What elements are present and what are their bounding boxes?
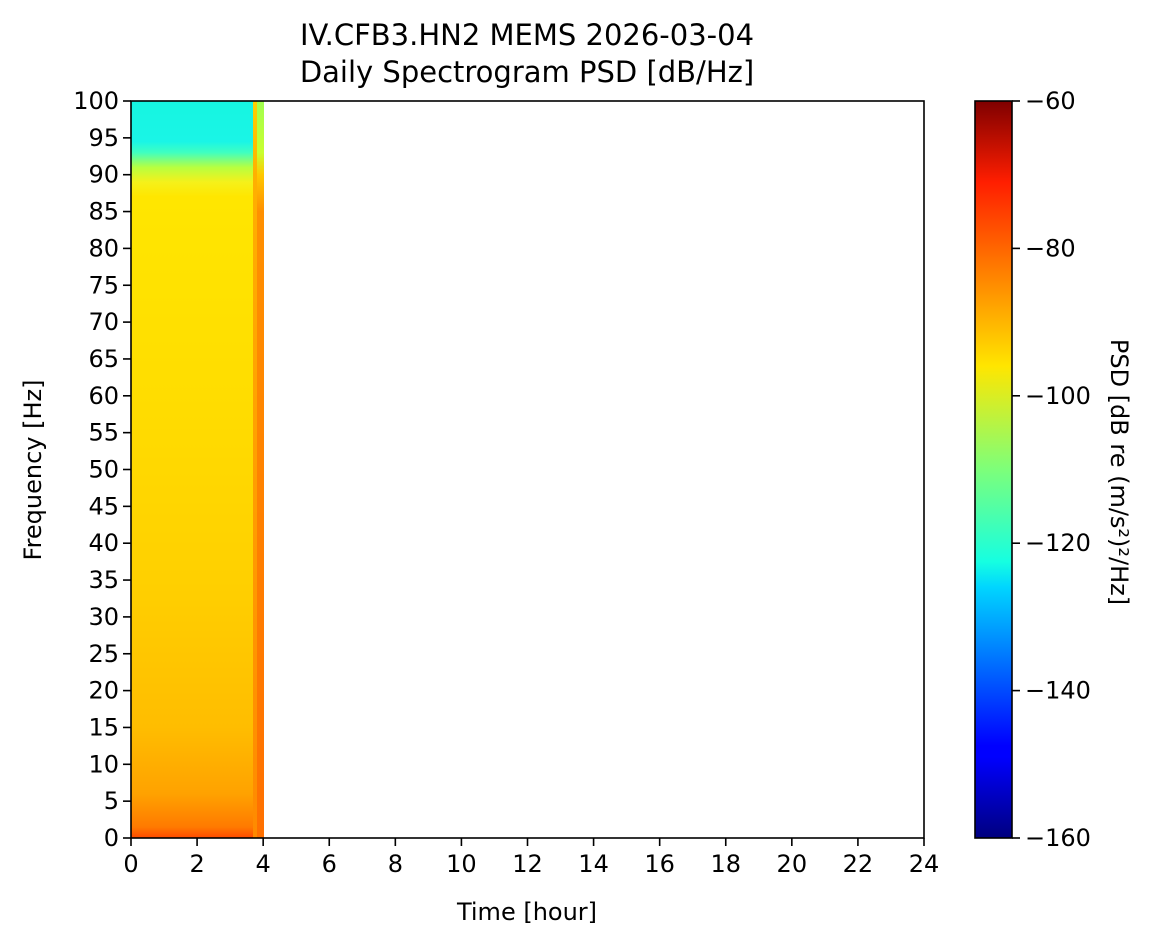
y-tick-label: 20 xyxy=(88,677,119,705)
x-tick-label: 14 xyxy=(578,850,609,878)
x-tick-label: 0 xyxy=(123,850,138,878)
x-axis-label: Time [hour] xyxy=(456,898,597,926)
psd-trailing-column xyxy=(257,101,264,838)
psd-transition-strip xyxy=(253,101,257,838)
colorbar-tick-label: −120 xyxy=(1025,529,1091,557)
x-tick-label: 24 xyxy=(909,850,940,878)
y-tick-label: 30 xyxy=(88,603,119,631)
y-tick-label: 95 xyxy=(88,124,119,152)
colorbar-tick-label: −100 xyxy=(1025,382,1091,410)
y-tick-label: 70 xyxy=(88,308,119,336)
x-tick-label: 4 xyxy=(256,850,271,878)
colorbar-tick-label: −160 xyxy=(1025,824,1091,852)
psd-main-block xyxy=(131,101,253,838)
y-tick-label: 85 xyxy=(88,198,119,226)
colorbar-tick-label: −60 xyxy=(1025,87,1076,115)
y-tick-label: 100 xyxy=(73,87,119,115)
x-tick-label: 16 xyxy=(644,850,675,878)
x-tick-label: 20 xyxy=(777,850,808,878)
spectrogram-image xyxy=(131,101,264,838)
y-tick-label: 35 xyxy=(88,566,119,594)
x-tick-label: 10 xyxy=(446,850,477,878)
y-tick-label: 50 xyxy=(88,456,119,484)
y-tick-label: 5 xyxy=(104,787,119,815)
colorbar-label: PSD [dB re (m/s²)²/Hz] xyxy=(1105,339,1133,605)
x-tick-label: 18 xyxy=(710,850,741,878)
y-tick-label: 90 xyxy=(88,161,119,189)
y-axis-label: Frequency [Hz] xyxy=(19,380,47,561)
colorbar-tick-label: −140 xyxy=(1025,677,1091,705)
y-axis-ticks: 0 5 10 15 20 25 30 35 40 45 50 55 60 65 70 75 80 85 90 95 10… xyxy=(73,87,131,852)
x-tick-label: 22 xyxy=(843,850,874,878)
chart-title: IV.CFB3.HN2 MEMS 2026-03-04 xyxy=(300,18,754,52)
y-tick-label: 25 xyxy=(88,640,119,668)
colorbar-tick-label: −80 xyxy=(1025,234,1076,262)
y-tick-label: 45 xyxy=(88,492,119,520)
y-tick-label: 0 xyxy=(104,824,119,852)
chart-subtitle: Daily Spectrogram PSD [dB/Hz] xyxy=(300,55,754,89)
colorbar-ticks: −60 −80 −100 −120 −140 −160 xyxy=(1012,87,1091,852)
y-tick-label: 60 xyxy=(88,382,119,410)
y-tick-label: 15 xyxy=(88,713,119,741)
x-tick-label: 8 xyxy=(388,850,403,878)
colorbar xyxy=(974,100,1013,839)
y-tick-label: 40 xyxy=(88,529,119,557)
y-tick-label: 75 xyxy=(88,271,119,299)
y-tick-label: 55 xyxy=(88,419,119,447)
x-tick-label: 12 xyxy=(512,850,543,878)
x-tick-label: 6 xyxy=(322,850,337,878)
x-tick-label: 2 xyxy=(189,850,204,878)
y-tick-label: 65 xyxy=(88,345,119,373)
x-axis-ticks: 0 2 4 6 8 10 12 14 16 18 20 22 24 xyxy=(123,838,939,878)
y-tick-label: 80 xyxy=(88,234,119,262)
y-tick-label: 10 xyxy=(88,750,119,778)
